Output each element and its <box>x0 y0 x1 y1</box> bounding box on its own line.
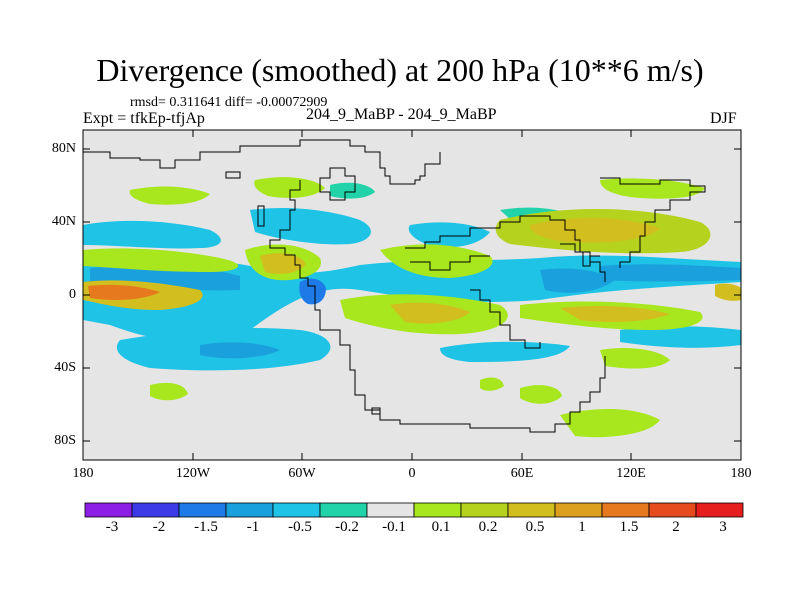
colorbar-swatch <box>225 502 274 518</box>
tick-marks <box>83 130 741 460</box>
rmsd-diff-stats: rmsd= 0.311641 diff= -0.00072909 <box>130 95 328 110</box>
lon-label-0: 0 <box>408 466 416 481</box>
positive-region-south-c <box>560 408 660 438</box>
divergence-contours <box>83 177 741 438</box>
positive-core-south-central <box>390 302 470 324</box>
experiment-label: Expt = tfkEp-tfjAp <box>83 110 205 127</box>
colorbar-label: 2 <box>672 519 680 535</box>
positive-core-equator-west <box>88 284 160 300</box>
coastline-central-america <box>269 180 316 292</box>
positive-region-south-a <box>520 385 562 404</box>
coastline-india <box>560 243 600 267</box>
colorbar-label: -0.2 <box>335 519 359 535</box>
colorbar-swatch <box>272 502 321 518</box>
lat-label-0: 0 <box>69 287 76 302</box>
positive-region-north-east <box>600 178 705 199</box>
positive-region-south-b <box>600 348 670 369</box>
colorbar-swatch <box>507 502 556 518</box>
positive-region-equator-east <box>715 283 741 301</box>
coastline-asia <box>600 177 706 268</box>
positive-region-greenland <box>254 177 325 198</box>
colorbar-label: 0.5 <box>525 519 545 535</box>
lat-label-40s: 40S <box>54 360 76 375</box>
colorbar-label: -3 <box>105 519 119 535</box>
negative-core-indian <box>540 268 615 293</box>
positive-region-south-e <box>480 377 504 391</box>
colorbar-label: -2 <box>152 519 166 535</box>
lon-label-120w: 120W <box>175 466 211 481</box>
colorbar-swatch <box>84 502 133 518</box>
negative-band-south-east <box>440 341 570 362</box>
colorbar-swatch <box>554 502 603 518</box>
coastline-africa-east <box>470 289 541 349</box>
colorbar-swatch <box>366 502 415 518</box>
plot-title: Divergence (smoothed) at 200 hPa (10**6 … <box>96 52 704 88</box>
colorbar-label: -1 <box>246 519 260 535</box>
coastline-islands-c <box>371 407 381 415</box>
coastline-south-america <box>314 292 606 433</box>
negative-band-north-pacific <box>83 220 221 249</box>
case-comparison-label: 204_9_MaBP - 204_9_MaBP <box>306 106 497 123</box>
positive-core-asia <box>530 217 660 243</box>
negative-core-south <box>200 342 280 359</box>
coastline-islands-b <box>225 171 241 179</box>
positive-region-north-west <box>129 186 210 205</box>
colorbar <box>84 502 744 518</box>
colorbar-swatch <box>319 502 368 518</box>
negative-band-north-pole <box>330 182 375 199</box>
lon-label-60w: 60W <box>288 466 316 481</box>
positive-core-indian <box>560 306 670 322</box>
negative-core-central-america <box>299 278 326 305</box>
colorbar-swatch <box>178 502 227 518</box>
colorbar-label: 1 <box>578 519 586 535</box>
lon-label-180e: 180 <box>730 466 752 481</box>
coastline-north-america <box>83 139 441 185</box>
coastline-greenland <box>319 167 356 201</box>
colorbar-label: 1.5 <box>619 519 639 535</box>
positive-region-atlantic <box>380 244 493 278</box>
coastlines <box>83 139 706 433</box>
colorbar-label: 0.2 <box>478 519 498 535</box>
colorbar-swatch <box>413 502 462 518</box>
colorbar-label: 3 <box>719 519 727 535</box>
negative-core-pacific-east <box>600 264 741 282</box>
colorbar-swatch <box>601 502 650 518</box>
positive-region-south-d <box>150 382 188 401</box>
lon-label-60e: 60E <box>510 466 534 481</box>
lat-label-80s: 80S <box>54 433 76 448</box>
coastline-islands-a <box>257 205 265 227</box>
colorbar-label: -0.5 <box>288 519 312 535</box>
colorbar-label: 0.1 <box>431 519 451 535</box>
lat-label-40n: 40N <box>51 214 76 229</box>
positive-band-north-pacific <box>83 248 239 272</box>
coastline-mediterranean <box>410 255 490 271</box>
lon-label-180w: 180 <box>72 466 94 481</box>
colorbar-label: -1.5 <box>194 519 218 535</box>
colorbar-swatch <box>460 502 509 518</box>
colorbar-swatch <box>648 502 697 518</box>
colorbar-label: -0.1 <box>382 519 406 535</box>
colorbar-swatch <box>131 502 180 518</box>
lat-label-80n: 80N <box>51 141 76 156</box>
negative-band-pacific-south <box>620 326 741 348</box>
season-label: DJF <box>710 110 737 127</box>
lon-label-120e: 120E <box>616 466 646 481</box>
colorbar-swatch <box>695 502 744 518</box>
